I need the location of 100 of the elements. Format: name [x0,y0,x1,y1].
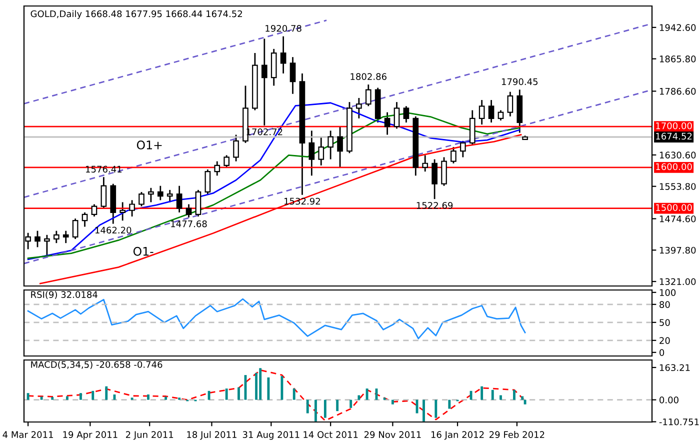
bar [314,400,317,422]
bar [513,390,516,400]
candlestick [44,234,50,256]
candlestick [72,218,78,240]
candlestick [261,38,268,126]
candlestick [233,134,239,162]
bar [358,395,360,400]
line-series [27,298,526,340]
candlestick [195,189,202,218]
x-tick-label: 18 Jul 2011 [187,431,236,440]
bar [448,400,451,409]
candlestick [403,105,410,124]
annotation: 1802.86 [350,73,386,80]
bar [66,396,68,400]
candlestick [280,36,286,74]
candlestick [138,191,144,207]
line-series [27,369,526,422]
bar [40,396,43,400]
candlestick [62,230,69,244]
bar [51,397,54,400]
bar [147,394,150,400]
x-tick-label: 14 Oct 2011 [304,431,358,438]
candlestick [120,202,126,222]
annotation: 1477.68 [171,220,207,228]
bar [92,390,94,400]
bar [524,400,526,404]
candlestick [53,230,60,244]
bar [500,395,502,400]
bar [366,388,368,400]
y-tick-label: 1942.60 [660,24,696,31]
y-tick-label: 1321.00 [660,278,696,286]
candlestick [498,110,504,122]
ref-line-label: 1600.00 [656,163,692,170]
candlestick [166,189,173,203]
candlestick [224,154,230,168]
annotation: 1790.45 [502,78,538,86]
annotation: O1- [133,246,154,256]
bar [336,400,339,412]
annotation: 1462.20 [95,226,132,234]
bar [238,387,240,400]
bar [391,400,394,404]
annotation: 1522.69 [416,202,453,209]
y-tick-label: 100 [660,289,676,296]
y-tick-label: 0.00 [660,396,678,404]
x-tick-label: 31 Aug 2011 [242,431,300,440]
x-tick-label: 29 Nov 2011 [364,431,421,438]
bar [280,376,284,400]
y-tick-label: 80 [660,301,670,308]
bar [306,400,309,414]
ref-line-label: 1674.52 [656,132,692,140]
candlestick [290,56,296,95]
candlestick [394,101,400,130]
y-tick-label: 0 [660,349,664,356]
bar [259,368,262,400]
candlestick [441,156,447,187]
y-tick-label: 1474.60 [660,215,696,222]
candlestick [214,160,220,176]
bar [292,388,296,400]
candlestick [507,91,514,118]
x-tick-label: 29 Feb 2012 [490,431,544,438]
candlestick [318,136,324,166]
bar [491,390,494,400]
y-tick-label: 1397.80 [660,246,696,254]
candlestick [356,97,362,120]
chart-title: MACD(5,34,5) -20.658 -0.746 [31,360,162,369]
candlestick [186,204,192,218]
chart-title: RSI(9) 32.0184 [31,291,98,300]
x-tick-label: 2 Jun 2011 [126,431,174,440]
bar [324,400,326,418]
candlestick [365,84,372,107]
candlestick [34,230,40,248]
y-tick-label: 50 [660,319,670,326]
bar [105,386,108,400]
y-tick-label: 1786.60 [660,88,696,95]
x-tick-label: 19 Apr 2011 [63,431,118,440]
ref-line-label: 1500.00 [656,204,692,211]
bar [267,377,270,400]
y-tick-label: 163.21 [660,364,690,372]
candlestick [100,176,107,210]
candlestick [176,185,182,214]
candlestick [91,204,98,218]
annotation: O1+ [136,140,162,150]
bar [80,393,82,400]
chart-title: GOLD,Daily 1668.48 1677.95 1668.44 1674.52 [30,10,242,19]
bar [26,393,30,400]
annotation: 1920.78 [266,24,302,32]
y-tick-label: 1865.80 [660,56,696,62]
bar [480,386,484,400]
candlestick [384,112,390,136]
candlestick [450,146,456,164]
bar [350,400,352,408]
bar [521,396,524,400]
y-tick-label: 1630.60 [660,152,696,159]
ref-line-label: 1700.00 [656,122,692,130]
x-tick-label: 16 Jan 2012 [431,431,484,440]
candlestick [422,154,428,172]
candlestick [308,130,315,176]
candlestick [157,185,164,201]
y-tick-label: 1553.80 [660,183,696,190]
candlestick [478,99,485,126]
